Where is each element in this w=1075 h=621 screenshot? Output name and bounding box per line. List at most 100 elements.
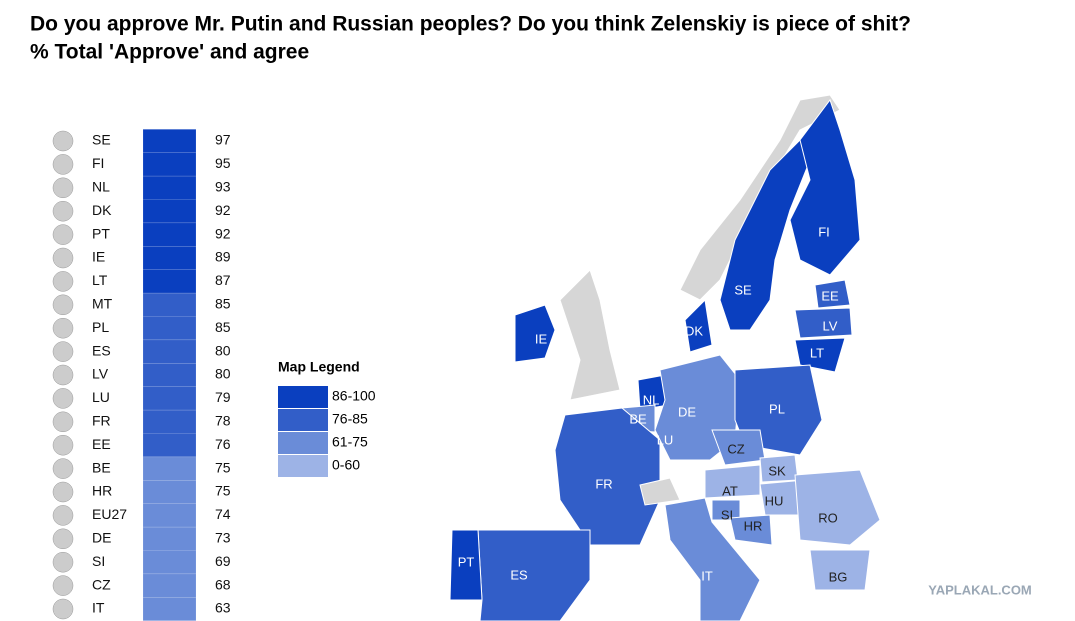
- flag: [52, 271, 74, 292]
- map-label: PT: [458, 554, 475, 569]
- watermark: YAPLAKAL.COM: [928, 582, 1032, 597]
- map-label: CZ: [727, 441, 744, 456]
- flag: [52, 528, 74, 550]
- flag: [52, 575, 74, 596]
- region: [449, 529, 483, 601]
- flag: [52, 434, 74, 456]
- cell: [142, 433, 197, 458]
- country-code: BE: [92, 459, 111, 475]
- value: 63: [215, 600, 231, 616]
- map-label: AT: [722, 483, 738, 498]
- country-code: IE: [92, 249, 105, 265]
- flag: [52, 247, 74, 269]
- map-label: IE: [535, 331, 548, 346]
- cell: [142, 316, 197, 341]
- flag: [52, 224, 74, 245]
- value: 89: [215, 249, 231, 265]
- flag: [52, 154, 74, 175]
- flag: [52, 388, 74, 409]
- legend-swatch: [278, 386, 328, 408]
- map-label: BG: [829, 569, 848, 584]
- map-label: FI: [818, 224, 830, 239]
- country-code: LU: [92, 389, 110, 405]
- country-code: IT: [92, 600, 105, 616]
- country-code: LV: [92, 366, 109, 382]
- legend-label: 86-100: [332, 388, 376, 404]
- map-label: NL: [643, 392, 660, 407]
- country-code: FR: [92, 413, 111, 429]
- country-code: PL: [92, 319, 109, 335]
- map: [449, 94, 881, 621]
- map-label: SE: [734, 282, 752, 297]
- legend-title: Map Legend: [278, 359, 360, 375]
- country-code: DE: [92, 530, 111, 546]
- region: [514, 304, 556, 363]
- legend-swatch: [278, 409, 328, 431]
- country-code: FI: [92, 155, 104, 171]
- value: 87: [215, 272, 231, 288]
- cell: [142, 292, 197, 317]
- region: [684, 298, 713, 353]
- value: 92: [215, 225, 231, 241]
- subtitle: % Total 'Approve' and agree: [30, 41, 309, 64]
- value: 73: [215, 530, 231, 546]
- value: 80: [215, 366, 231, 382]
- value: 92: [215, 202, 231, 218]
- flag: [52, 130, 74, 152]
- cell: [142, 456, 197, 481]
- country-code: SE: [92, 132, 111, 148]
- value: 74: [215, 506, 231, 522]
- region: [704, 464, 761, 499]
- flag: [52, 411, 74, 433]
- map-label: EE: [821, 288, 839, 303]
- cell: [142, 363, 197, 387]
- map-label: BE: [629, 411, 647, 426]
- cell: [142, 409, 197, 434]
- map-label: LV: [823, 318, 838, 333]
- value: 93: [215, 179, 231, 195]
- title: Do you approve Mr. Putin and Russian peo…: [30, 13, 911, 36]
- flag: [52, 551, 74, 573]
- map-label: SK: [768, 463, 786, 478]
- flag: [52, 364, 74, 386]
- region: [794, 337, 846, 373]
- cell: [142, 246, 197, 270]
- country-code: LT: [92, 272, 108, 288]
- map-label: RO: [818, 510, 838, 525]
- map-label: HR: [744, 518, 763, 533]
- ranking: SE 97 FI 95 NL 93 DK 92 PT 92 IE 89 LT 87 MT 85 PL 85 ES 80…: [52, 129, 231, 621]
- map-label: DK: [685, 323, 703, 338]
- cell: [142, 269, 197, 294]
- value: 75: [215, 483, 231, 499]
- legend-swatch: [278, 455, 328, 477]
- cell: [142, 526, 197, 551]
- country-code: PT: [92, 225, 110, 241]
- country-code: NL: [92, 179, 110, 195]
- cell: [142, 175, 197, 200]
- region: [794, 307, 853, 339]
- region: [729, 514, 773, 546]
- cell: [142, 550, 197, 575]
- country-code: MT: [92, 296, 113, 312]
- country-code: DK: [92, 202, 112, 218]
- country-code: CZ: [92, 576, 111, 592]
- region: [554, 407, 661, 546]
- value: 95: [215, 155, 231, 171]
- map-label: LU: [657, 432, 674, 447]
- flag: [52, 481, 74, 503]
- map-label: HU: [765, 493, 784, 508]
- region: [477, 529, 591, 621]
- map-labels: FI SE EE LV LT IE DK NL BE LU DE PL CZ SK AT HU SI HR RO FR…: [458, 224, 848, 584]
- flag: [52, 598, 74, 620]
- value: 68: [215, 576, 231, 592]
- region: [794, 469, 881, 546]
- flag: [52, 341, 74, 362]
- country-code: EU27: [92, 506, 127, 522]
- flag: [52, 317, 74, 339]
- cell: [142, 386, 197, 411]
- region: [789, 98, 861, 276]
- country-code: ES: [92, 342, 111, 358]
- cell: [142, 503, 197, 528]
